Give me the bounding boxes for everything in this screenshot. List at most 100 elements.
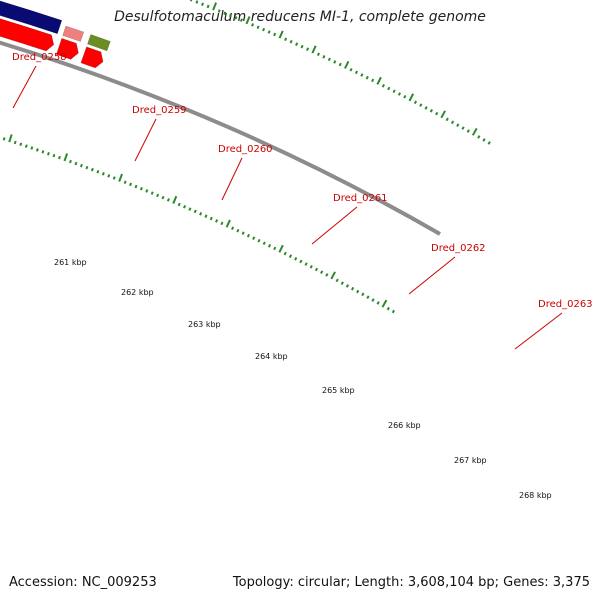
scale-minor-tick <box>371 298 375 302</box>
map-title: Desulfotomaculum reducens MI-1, complete… <box>114 9 486 25</box>
scale-minor-tick <box>231 226 235 231</box>
scale-minor-tick <box>376 301 380 305</box>
gene-feature <box>0 0 63 35</box>
scale-label: 261 kbp <box>54 258 87 267</box>
scale-minor-tick <box>41 150 45 154</box>
scale-minor-tick <box>209 216 213 221</box>
major-tick <box>344 60 350 69</box>
minor-tick <box>461 126 465 130</box>
scale-minor-tick <box>129 182 133 187</box>
minor-tick <box>419 103 423 107</box>
scale-major-tick <box>381 299 388 308</box>
scale-minor-tick <box>134 184 138 189</box>
scale-minor-tick <box>220 221 224 226</box>
minor-tick <box>397 92 402 96</box>
scale-minor-tick <box>304 262 308 266</box>
scale-minor-tick <box>257 238 261 243</box>
scale-minor-tick <box>350 286 355 291</box>
minor-tick <box>206 4 210 9</box>
accession-text: Accession: NC_009253 <box>9 575 157 590</box>
scale-minor-tick <box>246 233 250 238</box>
scale-minor-tick <box>101 172 105 176</box>
minor-tick <box>327 57 331 62</box>
scale-minor-tick <box>273 246 277 251</box>
minor-tick <box>239 18 243 22</box>
label-leader-line <box>408 256 456 295</box>
label-leader-line <box>134 118 157 162</box>
scale-minor-tick <box>123 180 127 184</box>
feature-track <box>0 0 111 52</box>
minor-tick <box>371 78 375 83</box>
gene-feature <box>87 34 111 52</box>
minor-tick <box>381 83 385 88</box>
scale-minor-tick <box>74 161 78 166</box>
minor-tick <box>450 120 455 125</box>
scale-major-tick <box>330 271 336 280</box>
genome-backbone <box>0 40 441 236</box>
gene-label: Dred_0258 <box>12 52 67 63</box>
cds-arrow <box>55 37 79 60</box>
scale-minor-tick <box>145 189 149 193</box>
gene-label: Dred_0259 <box>132 105 187 116</box>
minor-tick <box>354 70 359 75</box>
major-tick <box>376 76 382 85</box>
scale-minor-tick <box>325 273 329 277</box>
minor-tick <box>456 123 460 127</box>
scale-minor-tick <box>283 251 287 256</box>
scale-minor-tick <box>183 205 187 209</box>
minor-tick <box>223 11 227 16</box>
scale-minor-tick <box>299 259 303 264</box>
scale-minor-tick <box>107 174 111 178</box>
scale-label: 262 kbp <box>121 288 154 297</box>
scale-minor-tick <box>199 212 203 216</box>
scale-minor-tick <box>30 146 34 150</box>
scale-minor-tick <box>47 151 50 156</box>
scale-minor-tick <box>288 254 293 258</box>
scale-minor-tick <box>252 236 256 240</box>
major-tick <box>471 127 478 136</box>
gene-feature <box>62 25 85 42</box>
scale-minor-tick <box>58 155 61 160</box>
minor-tick <box>466 129 470 133</box>
minor-tick <box>289 39 293 44</box>
scale-label: 264 kbp <box>255 352 288 361</box>
genome-summary-text: Topology: circular; Length: 3,608,104 bp… <box>232 575 590 590</box>
scale-major-tick <box>8 134 13 143</box>
minor-tick <box>201 2 204 6</box>
minor-tick <box>338 62 342 67</box>
scale-minor-tick <box>156 193 160 198</box>
scale-minor-tick <box>193 209 197 214</box>
minor-tick <box>262 27 266 32</box>
scale-minor-tick <box>2 137 6 141</box>
minor-tick <box>482 138 486 142</box>
scale-minor-tick <box>262 241 266 246</box>
scale-minor-tick <box>24 144 28 148</box>
scale-minor-tick <box>35 148 39 152</box>
scale-minor-tick <box>150 191 154 195</box>
scale-minor-tick <box>366 295 370 299</box>
cds-arrow <box>0 18 55 52</box>
major-tick <box>440 110 446 119</box>
scale-minor-tick <box>52 153 56 158</box>
scale-minor-tick <box>96 169 100 174</box>
gene-label: Dred_0263 <box>538 299 593 310</box>
scale-major-tick <box>172 195 178 204</box>
scale-label: 265 kbp <box>322 386 355 395</box>
scale-minor-tick <box>79 163 83 168</box>
scale-minor-tick <box>85 165 89 170</box>
scale-major-tick <box>278 244 284 253</box>
major-tick <box>278 30 284 39</box>
minor-tick <box>429 108 433 113</box>
scale-label: 263 kbp <box>188 320 221 329</box>
scale-minor-tick <box>314 267 319 272</box>
scale-minor-tick <box>294 257 298 261</box>
minor-tick <box>435 111 439 116</box>
minor-tick <box>295 42 299 46</box>
scale-minor-tick <box>69 159 72 164</box>
scale-minor-tick <box>166 198 170 202</box>
minor-tick <box>365 75 369 80</box>
scale-minor-tick <box>215 219 219 223</box>
scale-minor-tick <box>177 202 181 207</box>
gene-label: Dred_0262 <box>431 243 486 254</box>
cds-arrow <box>80 46 104 69</box>
